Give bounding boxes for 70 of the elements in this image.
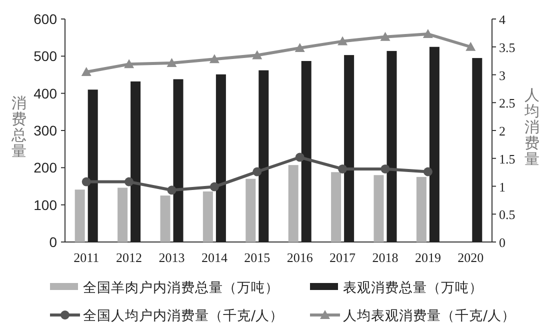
y2-tick-label: 2 bbox=[499, 124, 506, 138]
point bbox=[124, 177, 134, 186]
y2-tick-label: 4 bbox=[499, 12, 506, 27]
x-tick-label: 2019 bbox=[414, 250, 441, 265]
x-tick-label: 2012 bbox=[116, 250, 142, 265]
point bbox=[422, 29, 433, 38]
point bbox=[423, 167, 432, 176]
y2-tick-label: 3.5 bbox=[499, 40, 516, 55]
bar bbox=[173, 79, 184, 242]
point bbox=[380, 32, 390, 41]
point bbox=[81, 66, 92, 76]
y-axis-title: 消费总量 bbox=[10, 94, 26, 160]
bar bbox=[88, 90, 98, 242]
bar bbox=[386, 50, 397, 242]
x-tick-label: 2020 bbox=[458, 250, 484, 265]
point bbox=[209, 54, 220, 64]
bar bbox=[429, 46, 440, 242]
y2-tick-label: 0 bbox=[499, 235, 506, 250]
point bbox=[210, 182, 219, 192]
point bbox=[82, 177, 91, 186]
y2-axis-title: 人均消费量 bbox=[524, 86, 540, 168]
y2-tick-label: 1.5 bbox=[499, 151, 516, 166]
legend-label: 人均表观消费量（千克/人） bbox=[343, 308, 516, 324]
bar bbox=[160, 196, 170, 242]
point bbox=[466, 42, 476, 51]
y-tick-label: 0 bbox=[49, 234, 58, 250]
bar bbox=[74, 190, 85, 242]
y2-tick-label: 2.5 bbox=[499, 96, 516, 111]
legend-label: 全国羊肉户内消费总量（万吨） bbox=[83, 280, 279, 296]
bar bbox=[301, 61, 312, 242]
bar bbox=[246, 178, 256, 242]
point bbox=[167, 186, 176, 195]
bar bbox=[331, 172, 342, 242]
point bbox=[124, 59, 134, 68]
point bbox=[294, 42, 305, 52]
y2-tick-label: 3 bbox=[499, 68, 506, 83]
y-tick-label: 400 bbox=[34, 85, 58, 102]
x-tick-label: 2014 bbox=[201, 250, 228, 265]
point bbox=[252, 50, 262, 60]
bar bbox=[374, 175, 384, 242]
bar bbox=[416, 176, 426, 242]
x-tick-label: 2016 bbox=[286, 250, 314, 265]
point bbox=[380, 164, 390, 174]
bar bbox=[288, 165, 298, 242]
bar bbox=[130, 81, 141, 242]
x-tick-label: 2018 bbox=[372, 250, 398, 265]
legend-label: 表观消费总量（万吨） bbox=[343, 280, 483, 296]
y2-tick-label: 0.5 bbox=[499, 207, 516, 222]
point bbox=[252, 167, 262, 176]
point bbox=[338, 36, 348, 46]
point bbox=[295, 152, 304, 162]
legend-label: 全国人均户内消费量（千克/人） bbox=[83, 308, 284, 324]
bar bbox=[258, 70, 269, 242]
y-tick-label: 300 bbox=[34, 122, 58, 138]
bar bbox=[344, 55, 354, 242]
x-tick-label: 2011 bbox=[74, 250, 100, 265]
bar bbox=[202, 191, 213, 242]
bar bbox=[216, 74, 226, 242]
point bbox=[338, 164, 348, 174]
x-tick-label: 2015 bbox=[244, 250, 270, 265]
point bbox=[166, 58, 177, 68]
bar bbox=[118, 188, 128, 242]
bar bbox=[472, 58, 482, 242]
x-tick-label: 2017 bbox=[330, 250, 356, 265]
y-tick-label: 100 bbox=[34, 196, 58, 213]
x-tick-label: 2013 bbox=[158, 250, 185, 265]
y-tick-label: 600 bbox=[34, 11, 58, 27]
y2-tick-label: 1 bbox=[499, 179, 506, 194]
y-tick-label: 200 bbox=[34, 160, 58, 176]
y-tick-label: 500 bbox=[34, 48, 58, 64]
